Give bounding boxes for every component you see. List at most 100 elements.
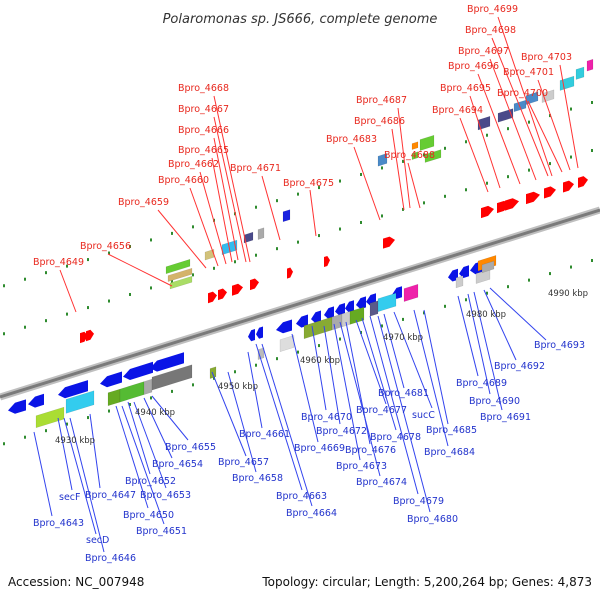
gene-label[interactable]: Bpro_4699 xyxy=(467,4,518,15)
gene-label[interactable]: Bpro_4678 xyxy=(370,432,421,443)
gene-label[interactable]: Bpro_4664 xyxy=(286,508,337,519)
gene-label[interactable]: Bpro_4691 xyxy=(480,412,531,423)
gene-label[interactable]: Bpro_4663 xyxy=(276,491,327,502)
gene-label[interactable]: Bpro_4650 xyxy=(123,510,174,521)
gene-label[interactable]: Bpro_4670 xyxy=(301,412,352,423)
top-connector-line xyxy=(397,107,411,209)
tick-mark xyxy=(150,238,152,242)
tick-mark xyxy=(486,181,488,185)
gene-label[interactable]: Bpro_4652 xyxy=(125,476,176,487)
reverse-gene-arrow xyxy=(123,361,153,380)
gene-label[interactable]: sucC xyxy=(412,410,435,421)
forward-gene-box xyxy=(575,66,585,80)
gene-label[interactable]: Bpro_4674 xyxy=(356,477,407,488)
gene-label[interactable]: Bpro_4693 xyxy=(534,340,585,351)
forward-gene-box xyxy=(282,209,291,223)
gene-label[interactable]: Bpro_4692 xyxy=(494,361,545,372)
gene-label[interactable]: Bpro_4651 xyxy=(136,526,187,537)
gene-label[interactable]: secF xyxy=(59,492,80,503)
bottom-connector-line xyxy=(457,295,479,377)
bottom-connector-line xyxy=(133,401,167,489)
gene-label[interactable]: Bpro_4689 xyxy=(456,378,507,389)
reverse-gene-box xyxy=(279,335,295,353)
gene-label[interactable]: Bpro_4681 xyxy=(378,388,429,399)
gene-label[interactable]: Bpro_4672 xyxy=(316,426,367,437)
gene-label[interactable]: Bpro_4649 xyxy=(33,257,84,268)
gene-label[interactable]: Bpro_4695 xyxy=(440,83,491,94)
genes xyxy=(8,58,594,429)
gene-label[interactable]: Bpro_4643 xyxy=(33,518,84,529)
tick-mark xyxy=(402,159,404,163)
gene-label[interactable]: Bpro_4658 xyxy=(232,473,283,484)
tick-mark xyxy=(234,370,236,374)
top-connector-line xyxy=(407,162,421,209)
gene-label[interactable]: Bpro_4654 xyxy=(152,459,203,470)
gene-label[interactable]: Bpro_4676 xyxy=(345,445,396,456)
gene-label[interactable]: Bpro_4700 xyxy=(497,88,548,99)
gene-label[interactable]: Bpro_4660 xyxy=(158,175,209,186)
gene-label[interactable]: Bpro_4696 xyxy=(448,61,499,72)
gene-label[interactable]: Bpro_4686 xyxy=(354,116,405,127)
tick-mark xyxy=(297,240,299,244)
reverse-gene-box xyxy=(65,390,95,414)
forward-gene-box xyxy=(411,141,419,150)
gene-label[interactable]: Bpro_4677 xyxy=(356,405,407,416)
gene-label[interactable]: Bpro_4665 xyxy=(178,145,229,156)
gene-label[interactable]: Bpro_4668 xyxy=(178,83,229,94)
gene-label[interactable]: Bpro_4661 xyxy=(239,429,290,440)
top-connector-line xyxy=(537,79,571,171)
top-connector-line xyxy=(107,253,173,287)
gene-label[interactable]: Bpro_4653 xyxy=(140,490,191,501)
tick-mark xyxy=(423,153,425,157)
gene-label[interactable]: Bpro_4667 xyxy=(178,104,229,115)
gene-label[interactable]: Bpro_4662 xyxy=(168,159,219,170)
gene-label[interactable]: Bpro_4684 xyxy=(424,447,475,458)
reverse-gene-box xyxy=(119,381,145,403)
gene-label[interactable]: Bpro_4697 xyxy=(458,46,509,57)
gene-label[interactable]: Bpro_4646 xyxy=(85,553,136,564)
gene-label[interactable]: Bpro_4673 xyxy=(336,461,387,472)
gene-label[interactable]: Bpro_4680 xyxy=(407,514,458,525)
forward-gene-arrow xyxy=(208,291,217,304)
reverse-gene-box xyxy=(209,366,217,379)
top-connector-line xyxy=(459,117,489,193)
gene-label[interactable]: Bpro_4671 xyxy=(230,163,281,174)
tick-mark xyxy=(108,409,110,413)
gene-label[interactable]: Bpro_4666 xyxy=(178,125,229,136)
tick-mark xyxy=(87,416,89,420)
top-connector-line xyxy=(189,187,219,267)
reverse-gene-box xyxy=(455,275,464,289)
tick-mark xyxy=(318,234,320,238)
tick-mark xyxy=(192,273,194,277)
reverse-gene-arrow xyxy=(8,399,26,414)
gene-label[interactable]: Bpro_4685 xyxy=(426,425,477,436)
tick-mark xyxy=(108,299,110,303)
gene-label[interactable]: Bpro_4694 xyxy=(432,105,483,116)
gene-label[interactable]: Bpro_4690 xyxy=(469,396,520,407)
tick-mark xyxy=(549,114,551,118)
gene-label[interactable]: secD xyxy=(86,535,109,546)
genome-backbone xyxy=(0,206,600,401)
bottom-connector-line xyxy=(291,333,319,443)
gene-label[interactable]: Bpro_4675 xyxy=(283,178,334,189)
top-connector-line xyxy=(211,157,233,263)
gene-label[interactable]: Bpro_4701 xyxy=(503,67,554,78)
gene-label[interactable]: Bpro_4669 xyxy=(294,443,345,454)
tick-mark xyxy=(465,188,467,192)
gene-label[interactable]: Bpro_4698 xyxy=(465,25,516,36)
gene-label[interactable]: Bpro_4657 xyxy=(218,457,269,468)
reverse-gene-box xyxy=(403,283,419,302)
tick-mark xyxy=(255,253,257,257)
gene-label[interactable]: Bpro_4659 xyxy=(118,197,169,208)
gene-label[interactable]: Bpro_4688 xyxy=(384,150,435,161)
tick-mark xyxy=(87,306,89,310)
gene-label[interactable]: Bpro_4679 xyxy=(393,496,444,507)
forward-gene-arrow xyxy=(324,256,330,267)
gene-label[interactable]: Bpro_4687 xyxy=(356,95,407,106)
gene-label[interactable]: Bpro_4647 xyxy=(85,490,136,501)
tick-mark xyxy=(381,166,383,170)
gene-label[interactable]: Bpro_4703 xyxy=(521,52,572,63)
gene-label[interactable]: Bpro_4655 xyxy=(165,442,216,453)
gene-label[interactable]: Bpro_4683 xyxy=(326,134,377,145)
gene-label[interactable]: Bpro_4656 xyxy=(80,241,131,252)
